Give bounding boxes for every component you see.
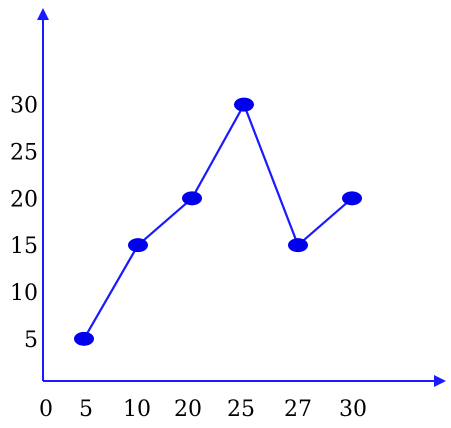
y-tick-label: 5 <box>24 328 38 353</box>
x-tick-label: 5 <box>79 397 93 422</box>
data-point <box>128 238 148 253</box>
series-line <box>83 102 353 340</box>
x-tick-label: 27 <box>284 397 312 422</box>
data-point <box>74 331 94 346</box>
data-point <box>342 191 362 206</box>
x-axis-ticks: 0 5 10 20 25 27 30 <box>39 397 367 422</box>
data-point <box>288 238 308 253</box>
data-point <box>234 97 254 112</box>
y-axis-ticks: 5 10 15 20 25 30 <box>10 94 38 353</box>
series-group <box>74 97 362 346</box>
data-point <box>182 191 202 206</box>
x-tick-label: 20 <box>174 397 202 422</box>
y-tick-label: 30 <box>10 94 38 119</box>
x-axis-arrow <box>434 375 446 387</box>
y-axis-arrow <box>37 8 49 20</box>
y-tick-label: 15 <box>10 234 38 259</box>
x-tick-label: 10 <box>123 397 151 422</box>
y-tick-label: 10 <box>10 281 38 306</box>
x-tick-label: 25 <box>227 397 255 422</box>
x-tick-label: 30 <box>339 397 367 422</box>
y-tick-label: 25 <box>10 140 38 165</box>
y-tick-label: 20 <box>10 187 38 212</box>
x-tick-label: 0 <box>39 397 53 422</box>
axes <box>37 8 446 387</box>
